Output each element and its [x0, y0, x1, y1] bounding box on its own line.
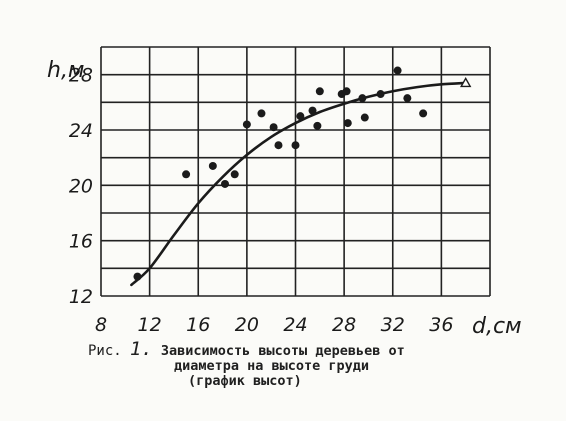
- data-point: [358, 94, 367, 103]
- data-point: [376, 90, 385, 99]
- data-point: [230, 170, 239, 179]
- x-tick-label: 16: [186, 314, 210, 336]
- x-tick-label: 12: [138, 314, 162, 336]
- curve-end-marker: [459, 77, 472, 88]
- data-point: [269, 123, 278, 132]
- data-point: [182, 170, 191, 179]
- x-tick-label: 36: [429, 314, 453, 336]
- data-point: [343, 119, 352, 128]
- data-point: [220, 179, 229, 188]
- caption-line-2: диаметра на высоте груди: [174, 358, 370, 374]
- figure-caption: Рис. 1. Зависимость высоты деревьев от ди…: [88, 340, 508, 389]
- data-point: [296, 112, 305, 121]
- data-point: [208, 161, 217, 170]
- data-point: [242, 120, 251, 129]
- data-point: [133, 272, 142, 281]
- data-point: [291, 141, 300, 150]
- data-point: [257, 109, 266, 118]
- y-tick-label: 24: [69, 120, 93, 142]
- caption-fig-number: 1.: [129, 338, 153, 360]
- data-points: [133, 66, 428, 281]
- y-tick-label: 16: [69, 231, 93, 253]
- caption-line-1: Зависимость высоты деревьев от: [160, 343, 405, 359]
- x-tick-label: 28: [332, 314, 356, 336]
- caption-line-3: (график высот): [188, 373, 302, 389]
- trend-curve-layer: [130, 77, 472, 287]
- data-point: [274, 141, 283, 150]
- data-point: [403, 94, 412, 103]
- data-point: [419, 109, 428, 118]
- trend-curve: [130, 81, 467, 287]
- data-point: [342, 87, 351, 96]
- data-point: [313, 121, 322, 130]
- x-axis-label: d,см: [472, 314, 522, 339]
- y-axis-label: h,м: [47, 58, 85, 83]
- x-tick-label: 32: [381, 314, 405, 336]
- x-tick-label: 8: [95, 314, 107, 336]
- y-tick-label: 12: [69, 286, 93, 308]
- data-point: [393, 66, 402, 75]
- x-tick-label: 24: [283, 314, 307, 336]
- data-point: [360, 113, 369, 122]
- data-point: [315, 87, 324, 96]
- y-tick-label: 20: [69, 175, 93, 197]
- data-point: [308, 106, 317, 115]
- caption-fig-label: Рис.: [88, 343, 122, 359]
- x-tick-label: 20: [235, 314, 259, 336]
- y-tick-label: 28: [69, 65, 93, 87]
